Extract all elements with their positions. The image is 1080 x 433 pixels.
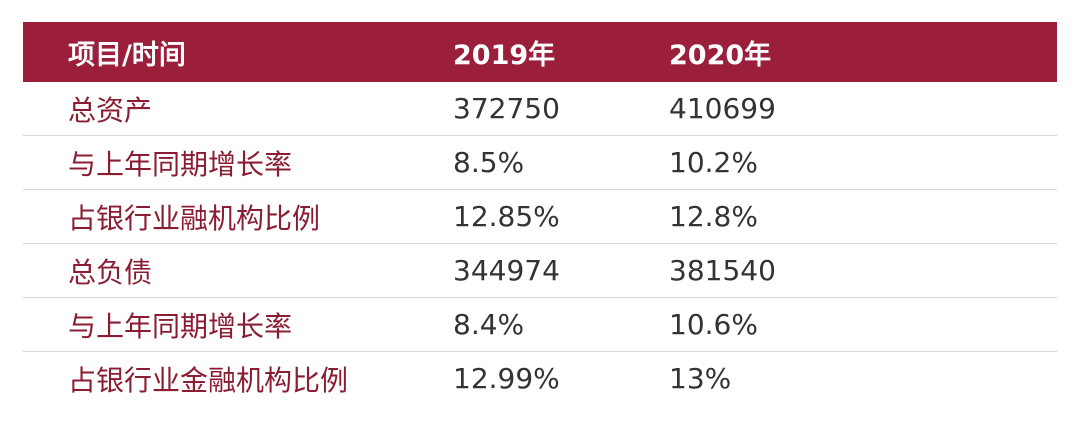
cell-2019: 8.5% [453, 135, 669, 190]
table-header: 项目/时间 2019年 2020年 [23, 22, 1057, 82]
table-row: 总资产 372750 410699 [23, 82, 1057, 136]
header-year-2019: 2019年 [453, 39, 556, 71]
cell-2020: 381540 [669, 243, 1057, 298]
cell-2019: 8.4% [453, 297, 669, 352]
header-item: 项目/时间 [68, 39, 186, 71]
row-label: 总资产 [23, 82, 453, 136]
cell-2020: 12.8% [669, 189, 1057, 244]
header-year-2020: 2020年 [669, 39, 772, 71]
table-body: 总资产 372750 410699 与上年同期增长率 8.5% 10.2% 占银… [23, 82, 1057, 405]
row-label: 占银行业融机构比例 [23, 189, 453, 244]
row-label: 总负债 [23, 243, 453, 298]
cell-2019: 12.99% [453, 362, 560, 395]
table-row: 占银行业融机构比例 12.85% 12.8% [23, 189, 1057, 244]
header-row: 项目/时间 2019年 2020年 [23, 22, 1057, 82]
table-row: 与上年同期增长率 8.4% 10.6% [23, 297, 1057, 352]
cell-2020: 10.2% [669, 135, 1057, 190]
cell-2020: 410699 [669, 82, 1057, 136]
row-label: 占银行业金融机构比例 [68, 363, 349, 397]
row-label: 与上年同期增长率 [23, 297, 453, 352]
table-row: 占银行业金融机构比例 12.99% 13% [23, 352, 1057, 406]
cell-2019: 344974 [453, 243, 669, 298]
data-table: 项目/时间 2019年 2020年 总资产 372750 410699 与上年同… [23, 22, 1057, 405]
table-row: 与上年同期增长率 8.5% 10.2% [23, 135, 1057, 190]
cell-2020: 13% [669, 362, 732, 395]
cell-2020: 10.6% [669, 297, 1057, 352]
cell-2019: 12.85% [453, 189, 669, 244]
table-row: 总负债 344974 381540 [23, 243, 1057, 298]
cell-2019: 372750 [453, 82, 669, 136]
row-label: 与上年同期增长率 [23, 135, 453, 190]
